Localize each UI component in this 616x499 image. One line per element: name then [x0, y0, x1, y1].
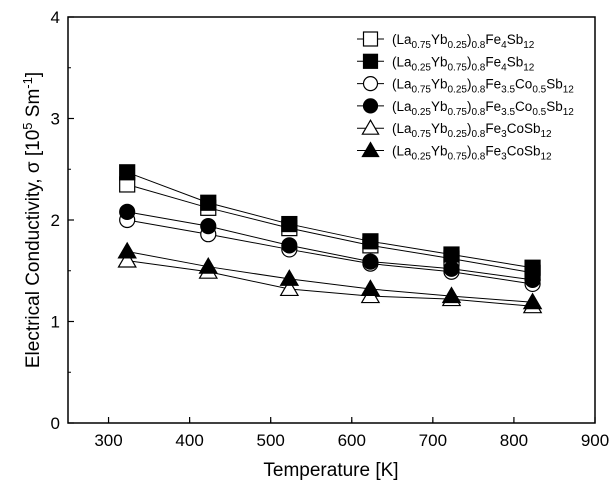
- series-2: [119, 164, 541, 276]
- data-point: [443, 246, 460, 263]
- legend-marker: [362, 31, 379, 47]
- x-tick-label: 700: [419, 431, 447, 450]
- legend-marker: [361, 119, 380, 135]
- y-tick-label: 4: [51, 8, 60, 27]
- x-tick-label: 900: [581, 431, 609, 450]
- data-point: [117, 241, 137, 259]
- legend-marker: [362, 98, 379, 114]
- y-tick-label: 1: [51, 313, 60, 332]
- data-point: [200, 194, 217, 211]
- series-line: [127, 219, 533, 285]
- x-tick-label: 400: [175, 431, 203, 450]
- legend-label: (La0.25Yb0.75)0.8Fe3.5Co0.5Sb12: [392, 99, 574, 118]
- legend-label: (La0.75Yb0.25)0.8Fe3.5Co0.5Sb12: [392, 77, 574, 96]
- data-point: [279, 269, 300, 286]
- series-6: [117, 241, 543, 310]
- series-1: [119, 176, 541, 281]
- y-axis-title-unit-mid: Sm: [23, 89, 44, 123]
- data-point: [360, 279, 381, 297]
- data-point: [119, 164, 136, 181]
- y-axis-title: Electrical Conductivity, σ [105 Sm-1]: [20, 72, 44, 368]
- legend-label: (La0.75Yb0.25)0.8Fe4Sb12: [392, 32, 535, 51]
- x-tick-label: 800: [500, 431, 528, 450]
- x-tick-label: 500: [257, 431, 285, 450]
- y-axis-title-unit-close: ]: [23, 72, 44, 77]
- series-line: [127, 260, 533, 307]
- series-line: [127, 211, 533, 281]
- legend-marker: [362, 75, 379, 92]
- data-point: [443, 260, 460, 277]
- y-axis-title-exp1: 5: [20, 122, 35, 129]
- data-point: [200, 217, 217, 235]
- legend-label: (La0.75Yb0.25)0.8Fe3CoSb12: [392, 121, 552, 140]
- data-point: [524, 271, 541, 288]
- series-3: [119, 211, 541, 293]
- legend-marker: [361, 141, 380, 158]
- x-axis: 300 400 500 600 700 800 900: [94, 417, 609, 450]
- series-5: [117, 250, 543, 314]
- y-axis-title-symbol: σ: [23, 161, 44, 173]
- data-point: [117, 250, 137, 268]
- y-axis-title-exp2: -1: [20, 77, 35, 89]
- legend-label: (La0.25Yb0.75)0.8Fe4Sb12: [392, 54, 535, 73]
- series-line: [127, 171, 533, 269]
- data-point: [362, 253, 379, 270]
- data-point: [281, 215, 298, 233]
- data-point: [198, 256, 219, 274]
- legend: (La0.75Yb0.25)0.8Fe4Sb12 (La0.25Yb0.75)0.…: [357, 31, 574, 163]
- y-axis-title-unit-open: [10: [23, 130, 44, 162]
- series-4: [119, 203, 541, 288]
- data-point: [119, 203, 136, 220]
- y-tick-label: 0: [51, 414, 60, 433]
- y-tick-label: 2: [51, 211, 60, 230]
- legend-item: (La0.25Yb0.75)0.8Fe3CoSb12: [357, 141, 552, 163]
- data-point: [362, 233, 379, 250]
- series-line: [127, 183, 533, 274]
- data-point: [522, 292, 543, 310]
- data-point: [279, 279, 300, 297]
- legend-item: (La0.75Yb0.25)0.8Fe3CoSb12: [357, 119, 552, 140]
- data-point: [281, 237, 298, 254]
- series-line: [127, 250, 533, 303]
- legend-marker: [362, 53, 379, 69]
- legend-label: (La0.25Yb0.75)0.8Fe3CoSb12: [392, 144, 552, 163]
- y-axis-title-prefix: Electrical Conductivity,: [23, 173, 44, 368]
- legend-item: (La0.75Yb0.25)0.8Fe4Sb12: [357, 31, 535, 51]
- x-tick-label: 300: [94, 431, 122, 450]
- y-axis: 0 1 2 3 4: [51, 8, 74, 433]
- y-tick-label: 3: [51, 110, 60, 129]
- data-point: [441, 286, 462, 304]
- legend-item: (La0.25Yb0.75)0.8Fe4Sb12: [357, 53, 535, 73]
- series-layer: [117, 164, 543, 314]
- x-axis-title: Temperature [K]: [263, 460, 398, 481]
- legend-item: (La0.75Yb0.25)0.8Fe3.5Co0.5Sb12: [357, 75, 574, 96]
- x-tick-label: 600: [338, 431, 366, 450]
- legend-item: (La0.25Yb0.75)0.8Fe3.5Co0.5Sb12: [357, 98, 574, 118]
